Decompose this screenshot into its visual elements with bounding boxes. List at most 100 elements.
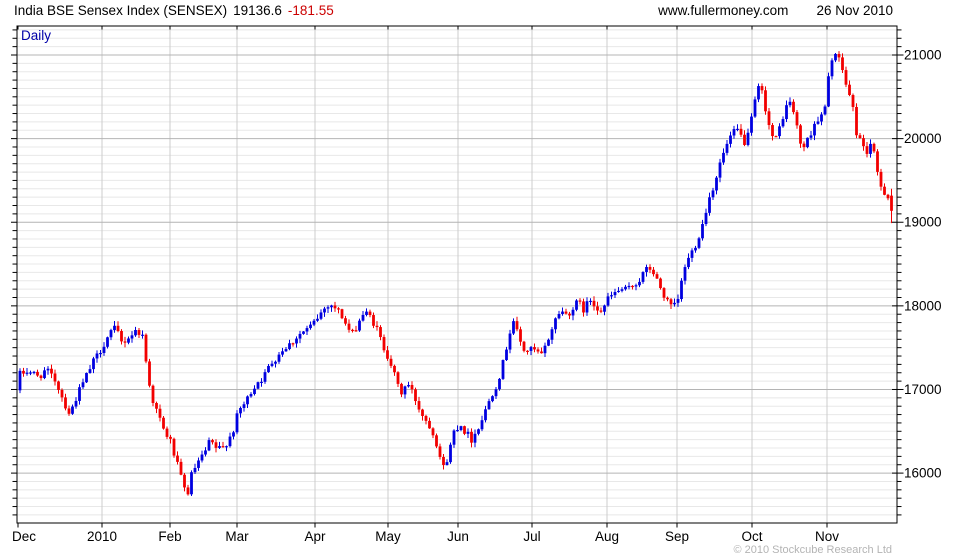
candle-body (400, 383, 403, 395)
candle-body (792, 101, 795, 113)
candle-body (830, 60, 834, 77)
candle-body (872, 143, 876, 152)
candle-body (743, 134, 746, 145)
candle-body (438, 446, 442, 457)
candle-body (379, 327, 382, 338)
candle-body (39, 375, 43, 379)
candle-body (109, 330, 113, 338)
x-axis-label: Nov (815, 529, 839, 544)
y-axis-label: 19000 (904, 215, 942, 230)
candle-body (288, 343, 291, 350)
y-axis-label: 21000 (904, 48, 942, 63)
last-price: 19136.6 (233, 3, 282, 18)
candle-body (666, 297, 669, 300)
candle-body (337, 308, 340, 310)
candle-body (564, 311, 568, 314)
candle-body (260, 381, 263, 383)
candle-body (330, 305, 333, 308)
candle-body (277, 354, 281, 362)
y-axis-label: 20000 (904, 131, 942, 146)
candle-body (708, 197, 711, 213)
candle-body (767, 111, 771, 126)
candle-body (596, 306, 599, 311)
candle-body (554, 318, 557, 330)
candle-body (753, 99, 757, 117)
candle-body (750, 116, 753, 133)
candle-body (627, 285, 631, 288)
candle-body (477, 429, 480, 434)
candle-body (484, 409, 487, 421)
candle-body (571, 309, 575, 316)
candle-body (813, 123, 816, 136)
candle-body (659, 278, 662, 289)
candle-body (648, 266, 652, 270)
candle-body (641, 272, 645, 282)
candle-body (284, 349, 288, 352)
candle-body (123, 341, 127, 343)
candle-body (543, 345, 547, 354)
candle-body (550, 329, 554, 340)
candle-body (582, 301, 585, 313)
candle-body (29, 372, 32, 374)
candle-body (354, 330, 358, 332)
candle-body (253, 388, 256, 395)
candle-body (809, 135, 813, 138)
candle-body (435, 435, 438, 447)
candle-body (529, 347, 533, 351)
candle-body (382, 337, 386, 351)
candle-body (718, 162, 722, 178)
candle-body (57, 381, 60, 390)
candle-body (673, 302, 676, 305)
candle-body (669, 299, 673, 305)
candle-body (78, 387, 81, 401)
candle-body (445, 462, 449, 466)
candle-body (452, 430, 456, 445)
candle-body (606, 296, 610, 306)
candle-body (221, 446, 225, 448)
candle-body (561, 311, 564, 314)
candle-body (162, 417, 165, 429)
candle-body (417, 401, 421, 410)
x-axis-label: Sep (665, 529, 689, 544)
candle-body (120, 330, 123, 342)
candle-body (386, 350, 389, 359)
candle-body (218, 446, 221, 448)
candle-body (862, 138, 865, 147)
candle-body (806, 137, 809, 148)
candle-body (270, 363, 274, 366)
candle-body (106, 337, 109, 347)
candle-body (778, 126, 781, 137)
candle-body (274, 361, 277, 364)
candle-body (232, 432, 235, 437)
candle-body (858, 135, 862, 139)
candle-body (676, 299, 680, 303)
chart-header: India BSE Sensex Index (SENSEX) 19136.6 -1… (14, 3, 334, 18)
candle-body (88, 369, 92, 373)
candle-body (617, 290, 620, 293)
candle-body (869, 143, 872, 154)
candle-body (85, 372, 88, 383)
plot-border (16, 25, 898, 524)
candle-body (631, 285, 634, 288)
candle-body (74, 400, 78, 407)
candle-body (183, 474, 186, 488)
candle-body (732, 129, 736, 136)
x-axis-label: Jun (447, 529, 469, 544)
candle-body (715, 177, 718, 191)
candle-body (865, 146, 869, 154)
candle-body (557, 313, 561, 319)
candle-body (193, 467, 197, 473)
candle-body (704, 212, 708, 225)
candle-body (204, 450, 207, 455)
y-axis-label: 17000 (904, 382, 942, 397)
candle-body (25, 372, 29, 374)
candle-body (64, 397, 67, 409)
candle-body (228, 436, 232, 447)
candle-body (652, 269, 655, 275)
candle-body (375, 325, 379, 328)
candle-body (764, 90, 767, 112)
candle-body (155, 402, 158, 409)
candle-body (519, 329, 522, 342)
candle-body (312, 320, 316, 325)
candle-body (169, 436, 172, 439)
